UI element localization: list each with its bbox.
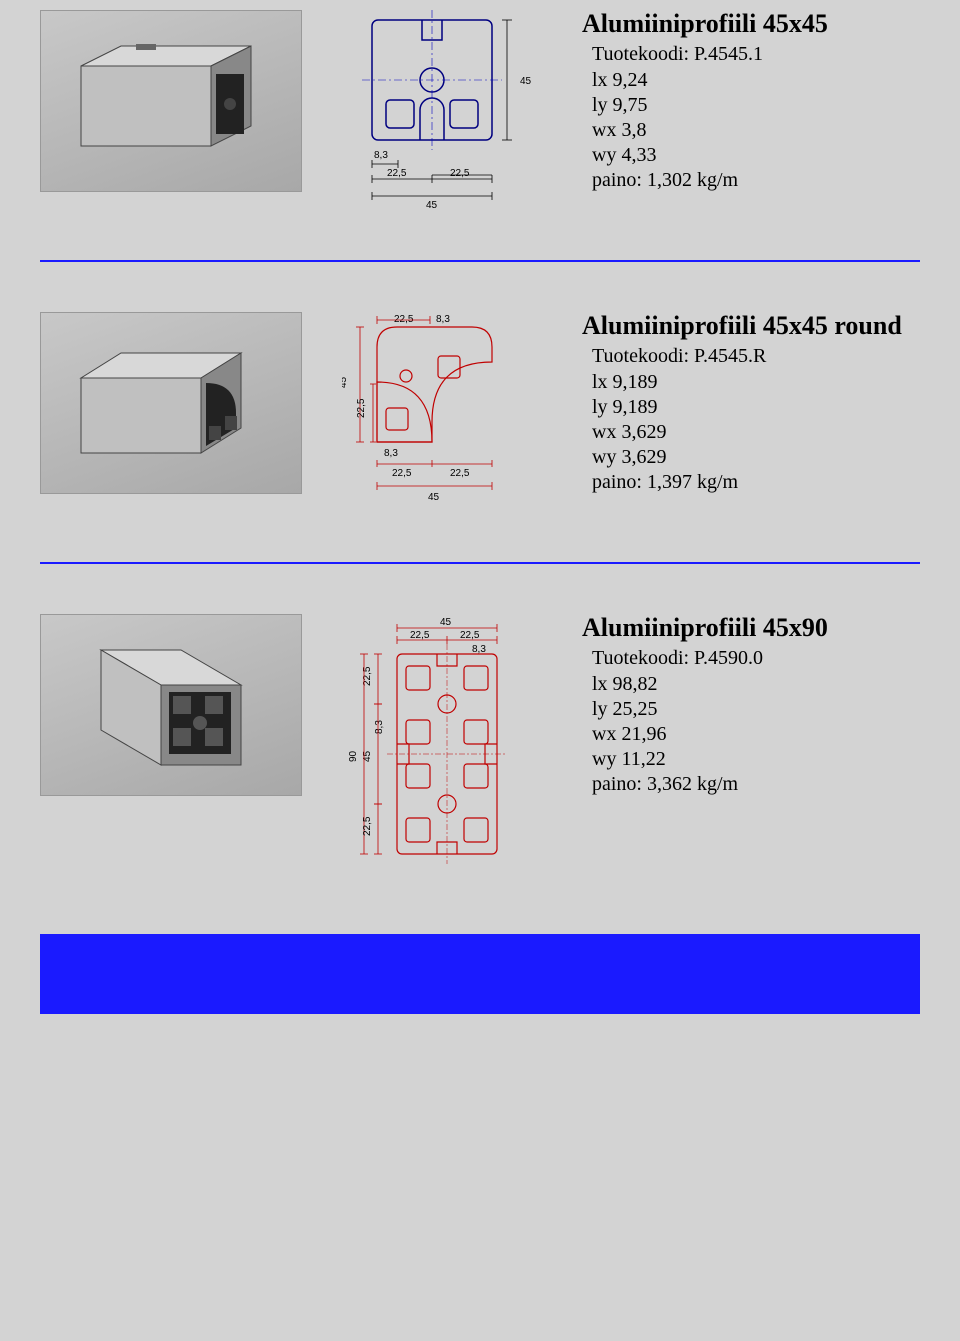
svg-text:8,3: 8,3 [384,448,398,459]
svg-text:22,5: 22,5 [450,168,470,179]
svg-text:8,3: 8,3 [436,314,450,325]
svg-text:45: 45 [342,376,349,388]
svg-text:22,5: 22,5 [410,630,430,641]
product-code: Tuotekoodi: P.4590.0 [592,647,920,670]
spec-wy: wy 4,33 [592,143,920,168]
product-info-1: Alumiiniprofiili 45x45 Tuotekoodi: P.454… [582,10,920,193]
product-specs: lx 98,82 ly 25,25 wx 21,96 wy 11,22 pain… [592,672,920,797]
technical-drawing-2: 45 22,5 22,5 8,3 8,3 22,5 22,5 [342,312,542,522]
svg-text:45: 45 [520,76,532,87]
svg-text:45: 45 [440,617,452,628]
svg-text:22,5: 22,5 [394,314,414,325]
svg-text:45: 45 [428,492,440,503]
svg-text:8,3: 8,3 [374,150,388,161]
spec-lx: lx 98,82 [592,672,920,697]
svg-text:8,3: 8,3 [374,720,385,734]
technical-drawing-3: 45 22,5 22,5 8,3 22,5 8,3 45 [342,614,542,904]
product-photo-1 [40,10,302,192]
product-info-2: Alumiiniprofiili 45x45 round Tuotekoodi:… [582,312,920,495]
svg-text:22,5: 22,5 [460,630,480,641]
profile-section-1: 45 8,3 22,5 22,5 45 Alumiiniprofiili [40,10,920,220]
svg-text:22,5: 22,5 [387,168,407,179]
technical-drawing-1: 45 8,3 22,5 22,5 45 [342,10,542,220]
svg-text:22,5: 22,5 [362,816,373,836]
separator [40,562,920,564]
spec-wy: wy 11,22 [592,747,920,772]
spec-ly: ly 25,25 [592,697,920,722]
svg-text:45: 45 [426,200,438,211]
spec-paino: paino: 1,397 kg/m [592,470,920,495]
product-title: Alumiiniprofiili 45x90 [582,614,920,643]
profile-section-3: 45 22,5 22,5 8,3 22,5 8,3 45 [40,614,920,904]
spec-lx: lx 9,24 [592,68,920,93]
product-code: Tuotekoodi: P.4545.R [592,345,920,368]
spec-wx: wx 3,629 [592,420,920,445]
svg-text:22,5: 22,5 [356,398,367,418]
spec-wy: wy 3,629 [592,445,920,470]
svg-text:22,5: 22,5 [450,468,470,479]
spec-ly: ly 9,189 [592,395,920,420]
spec-wx: wx 3,8 [592,118,920,143]
separator [40,260,920,262]
spec-paino: paino: 1,302 kg/m [592,168,920,193]
product-title: Alumiiniprofiili 45x45 round [582,312,920,341]
spec-lx: lx 9,189 [592,370,920,395]
product-specs: lx 9,189 ly 9,189 wx 3,629 wy 3,629 pain… [592,370,920,495]
spec-ly: ly 9,75 [592,93,920,118]
product-photo-2 [40,312,302,494]
spec-paino: paino: 3,362 kg/m [592,772,920,797]
product-code: Tuotekoodi: P.4545.1 [592,43,920,66]
footer-bar [40,934,920,1014]
product-specs: lx 9,24 ly 9,75 wx 3,8 wy 4,33 paino: 1,… [592,68,920,193]
spec-wx: wx 21,96 [592,722,920,747]
svg-text:90: 90 [348,750,359,762]
svg-text:22,5: 22,5 [392,468,412,479]
svg-text:8,3: 8,3 [472,644,486,655]
product-title: Alumiiniprofiili 45x45 [582,10,920,39]
profile-section-2: 45 22,5 22,5 8,3 8,3 22,5 22,5 [40,312,920,522]
product-photo-3 [40,614,302,796]
product-info-3: Alumiiniprofiili 45x90 Tuotekoodi: P.459… [582,614,920,797]
